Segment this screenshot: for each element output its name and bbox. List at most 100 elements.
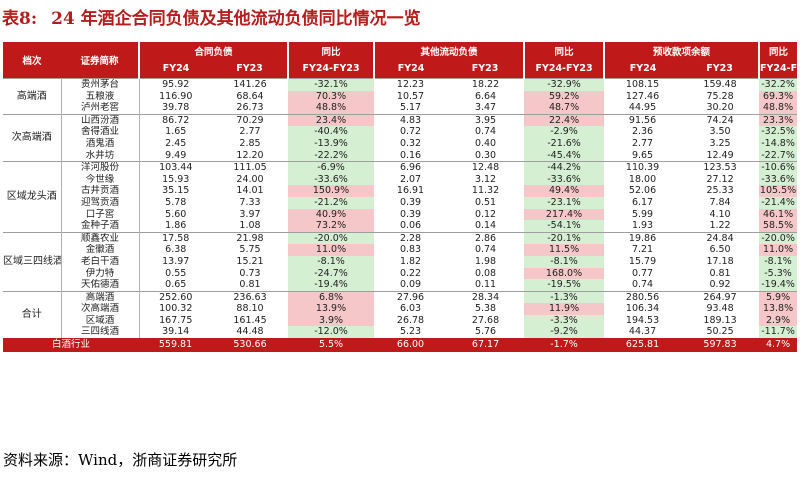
value-cell: 0.74 <box>631 279 654 291</box>
company-name: 顺鑫农业 <box>61 231 139 245</box>
value-cell: 66.00 <box>374 338 448 353</box>
yoy-cell: 49.4% <box>524 185 605 197</box>
value-cell: 10.57 <box>396 90 425 102</box>
value-cell: 2.28 <box>374 231 448 245</box>
value-cell: 26.78 <box>396 314 425 326</box>
table-row: 今世缘 15.93 24.00 -33.6% 2.07 3.12 -33.6% 18.00 27… <box>3 173 798 186</box>
value-cell: 5.23 <box>399 326 422 338</box>
yoy-cell: 13.9% <box>288 303 375 315</box>
yoy-cell: 73.2% <box>288 220 375 233</box>
value-cell: 91.56 <box>604 113 682 127</box>
yoy-cell: -8.1% <box>288 255 375 268</box>
table-row: 区域三四线酒 顺鑫农业 17.58 21.98 -20.0% 2.28 2.86 -20.1%… <box>3 231 798 292</box>
yoy-cell: -24.7% <box>288 267 375 280</box>
table-row: 口子窖 5.60 3.97 40.9% 0.39 0.12 217.4% 5.99 4.10 46… <box>3 208 798 221</box>
value-cell: 15.93 <box>138 173 212 186</box>
sub-fy23: FY23 <box>212 59 290 79</box>
value-cell: 194.53 <box>625 314 660 326</box>
value-cell: 100.32 <box>138 303 212 315</box>
value-cell: 2.45 <box>138 137 212 150</box>
value-cell: 2.07 <box>399 173 422 185</box>
yoy-cell: -20.1% <box>524 231 605 245</box>
yoy-cell: -2.9% <box>524 126 605 138</box>
yoy-cell: -21.2% <box>288 196 375 209</box>
value-cell: 0.30 <box>474 149 497 161</box>
value-cell: 6.38 <box>138 244 212 256</box>
value-cell: 0.81 <box>239 279 261 291</box>
value-cell: 24.00 <box>236 173 264 185</box>
company-name: 老白干酒 <box>80 255 119 267</box>
yoy-cell: 23.4% <box>288 113 375 127</box>
value-cell: 0.22 <box>399 267 422 279</box>
value-cell: 5.17 <box>399 102 422 114</box>
company-name: 水井坊 <box>85 149 115 161</box>
value-cell: 3.95 <box>447 113 525 127</box>
yoy-cell: 11.9% <box>524 303 605 315</box>
value-cell: 127.46 <box>625 90 660 102</box>
company-name: 今世缘 <box>85 173 115 185</box>
value-cell: 2.77 <box>631 137 654 149</box>
header-tier: 档次 <box>3 42 61 79</box>
table-row: 三四线酒 39.14 44.48 -12.0% 5.23 5.76 -9.2% 44.37 50… <box>3 326 798 339</box>
tier-label: 合计 <box>3 290 62 339</box>
table-row: 次高端酒 山西汾酒 86.72 70.29 23.4% 4.83 3.95 22.4% 91.5… <box>3 113 798 162</box>
yoy-cell: 48.7% <box>524 102 605 115</box>
value-cell: 9.49 <box>138 149 212 162</box>
yoy-cell: -32.5% <box>759 126 798 138</box>
table-title: 表8: 24 年酒企合同负债及其他流动负债同比情况一览 <box>2 0 421 38</box>
value-cell: 0.55 <box>138 267 212 280</box>
value-cell: 3.47 <box>474 102 497 114</box>
sub-fy24: FY24 <box>604 59 682 79</box>
value-cell: 2.85 <box>239 137 261 149</box>
value-cell: 16.91 <box>396 185 425 197</box>
company-name: 泸州老窖 <box>80 102 119 114</box>
value-cell: 189.13 <box>703 314 737 326</box>
value-cell: 625.81 <box>604 338 682 353</box>
industry-label: 白酒行业 <box>3 338 139 353</box>
yoy-cell: -21.4% <box>759 196 798 209</box>
value-cell: 0.09 <box>399 279 422 291</box>
value-cell: 0.74 <box>474 244 497 256</box>
table-row: 迎驾贡酒 5.78 7.33 -21.2% 0.39 0.51 -23.1% 6.17 7.84… <box>3 196 798 209</box>
table-row: 老白干酒 13.97 15.21 -8.1% 1.82 1.98 -8.1% 15.79 17.… <box>3 255 798 268</box>
yoy-cell: -19.5% <box>524 279 605 292</box>
table-row: 高端酒 贵州茅台 95.92 141.26 -32.1% 12.23 18.22 -32.9%… <box>3 77 798 115</box>
sub-yoy: FY24-FY23 <box>288 59 376 79</box>
yoy-cell: 11.5% <box>524 244 605 256</box>
yoy-cell: -20.0% <box>288 231 375 245</box>
value-cell: 2.77 <box>239 126 261 138</box>
value-cell: 161.45 <box>233 314 267 326</box>
value-cell: 159.48 <box>681 77 760 91</box>
value-cell: 2.86 <box>447 231 525 245</box>
value-cell: 7.84 <box>709 196 731 208</box>
value-cell: 0.11 <box>474 279 497 291</box>
header-yoy-3: 同比 <box>759 42 798 59</box>
yoy-cell: -32.9% <box>524 77 605 91</box>
value-cell: 39.78 <box>138 102 212 115</box>
value-cell: 7.21 <box>631 244 654 256</box>
value-cell: 27.12 <box>706 173 734 185</box>
value-cell: 12.23 <box>374 77 448 91</box>
value-cell: 19.86 <box>604 231 682 245</box>
company-name: 口子窖 <box>85 208 115 220</box>
value-cell: 0.14 <box>474 220 497 232</box>
tier-label: 高端酒 <box>3 78 62 115</box>
header-other-liab: 其他流动负债 <box>374 42 526 59</box>
table-row: 古井贡酒 35.15 14.01 150.9% 16.91 11.32 49.4% 52.06… <box>3 185 798 197</box>
yoy-cell: -45.4% <box>524 149 605 162</box>
company-name: 区域酒 <box>85 314 115 326</box>
yoy-cell: -10.6% <box>759 161 798 174</box>
value-cell: 0.81 <box>709 267 731 279</box>
value-cell: 0.32 <box>399 137 422 149</box>
yoy-cell: 40.9% <box>288 208 375 221</box>
table-row: 次高端酒 100.32 88.10 13.9% 6.03 5.38 11.9% 106.34 9… <box>3 303 798 315</box>
yoy-cell: -1.3% <box>524 290 605 304</box>
value-cell: 44.48 <box>236 326 264 338</box>
company-name: 迎驾贡酒 <box>80 196 119 208</box>
value-cell: 5.99 <box>631 208 654 220</box>
value-cell: 0.08 <box>474 267 497 279</box>
yoy-cell: 4.7% <box>759 338 798 353</box>
value-cell: 530.66 <box>212 338 289 353</box>
yoy-cell: -33.6% <box>759 173 798 186</box>
value-cell: 27.96 <box>374 290 448 304</box>
